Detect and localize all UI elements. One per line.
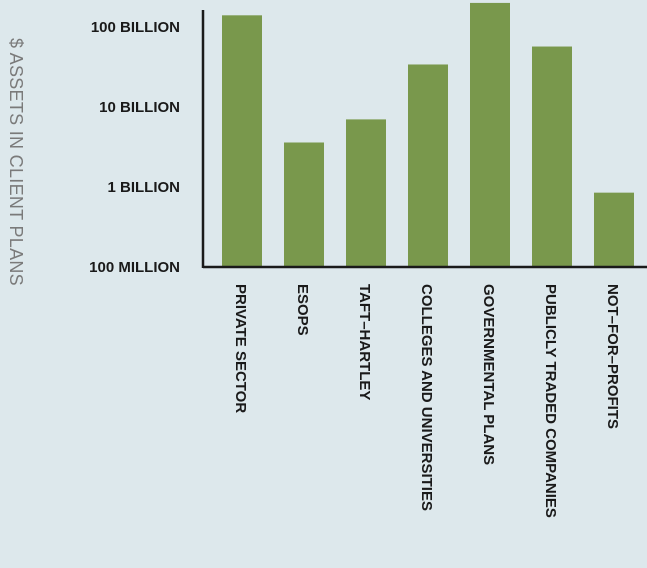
x-tick-label: NOT–FOR–PROFITS <box>604 284 621 429</box>
y-tick-label: 100 BILLION <box>91 19 180 36</box>
x-tick-labels: PRIVATE SECTOR ESOPS TAFT–HARTLEY COLLEGES … <box>232 284 621 518</box>
bar-governmental-plans <box>470 2 510 267</box>
x-tick-label: PRIVATE SECTOR <box>232 284 249 413</box>
bars <box>222 2 634 268</box>
bar-not-for-profits <box>594 192 634 267</box>
x-tick-label: COLLEGES AND UNIVERSITIES <box>418 284 435 511</box>
y-tick-label: 1 BILLION <box>107 179 180 196</box>
bar-private-sector <box>222 15 262 268</box>
axes <box>201 10 647 269</box>
bar-taft-hartley <box>346 119 386 268</box>
bar-esops <box>284 142 324 267</box>
y-axis-label: $ ASSETS IN CLIENT PLANS <box>6 38 26 286</box>
x-tick-label: TAFT–HARTLEY <box>356 284 373 400</box>
x-tick-label: PUBLICLY TRADED COMPANIES <box>542 284 559 518</box>
bar-colleges-and-universities <box>408 64 448 267</box>
x-tick-label: ESOPS <box>294 284 311 336</box>
y-tick-labels: 100 MILLION 1 BILLION 10 BILLION 100 BILLIO… <box>89 19 180 276</box>
x-tick-label: GOVERNMENTAL PLANS <box>480 284 497 465</box>
y-tick-label: 10 BILLION <box>99 99 180 116</box>
y-tick-label: 100 MILLION <box>89 259 180 276</box>
bar-publicly-traded-companies <box>532 46 572 267</box>
